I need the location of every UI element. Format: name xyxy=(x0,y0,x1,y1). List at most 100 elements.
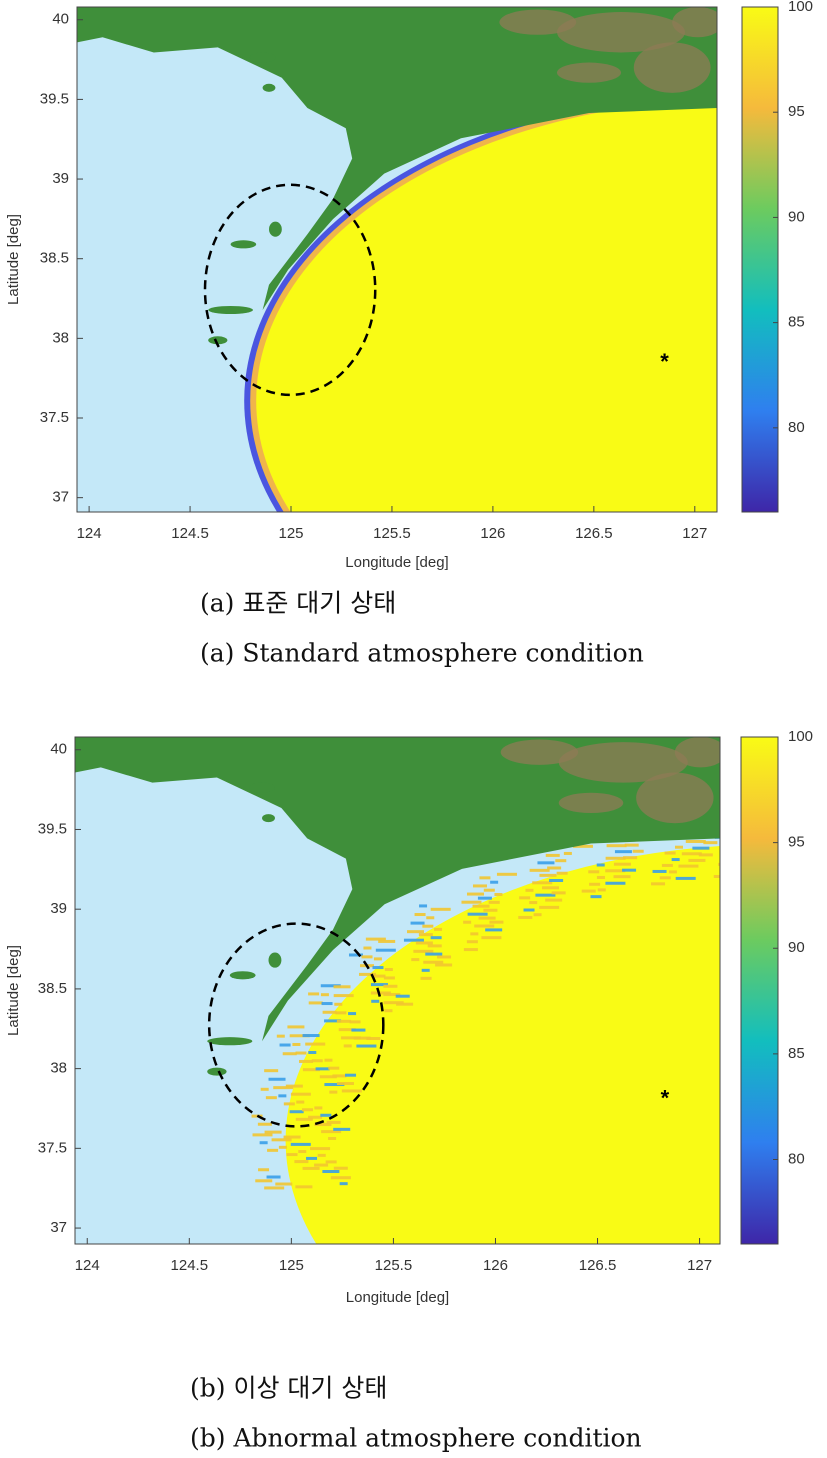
coverage-fragment xyxy=(314,1123,332,1127)
island xyxy=(207,1037,253,1046)
coverage-fragment xyxy=(613,862,631,866)
map-area xyxy=(77,7,717,512)
coverage-fragment xyxy=(796,858,813,861)
coverage-fragment xyxy=(419,904,428,908)
coverage-fragment xyxy=(321,1002,333,1006)
x-tick-label: 127 xyxy=(687,1257,712,1274)
colorbar-tick-label: 100 xyxy=(788,728,813,745)
mountain xyxy=(557,12,685,53)
y-tick-label: 38.5 xyxy=(40,250,69,267)
x-tick-label: 125.5 xyxy=(375,1257,413,1274)
coverage-fragment xyxy=(252,1133,273,1137)
coverage-fragment xyxy=(588,870,600,874)
coverage-fragment xyxy=(320,984,341,988)
coverage-fragment xyxy=(525,888,534,892)
x-tick-label: 126.5 xyxy=(575,525,613,542)
coverage-fragment xyxy=(333,994,354,998)
coverage-fragment xyxy=(678,864,699,868)
mountain xyxy=(499,9,577,35)
coverage-fragment xyxy=(485,928,503,932)
y-tick-label: 38 xyxy=(50,1060,67,1077)
coverage-fragment xyxy=(427,944,442,948)
coverage-fragment xyxy=(324,1083,345,1087)
coverage-fragment xyxy=(265,1096,277,1100)
coverage-fragment xyxy=(290,1142,311,1146)
coverage-fragment xyxy=(783,827,800,830)
mountain xyxy=(672,7,717,38)
coverage-fragment xyxy=(796,823,810,826)
coverage-fragment xyxy=(533,913,542,917)
coverage-fragment xyxy=(815,869,823,872)
coverage-fragment xyxy=(356,1044,377,1048)
x-tick-label: 125.5 xyxy=(373,525,411,542)
coverage-fragment xyxy=(286,1153,298,1157)
x-tick-label: 124 xyxy=(75,1257,100,1274)
coverage-fragment xyxy=(349,1020,361,1024)
coverage-fragment xyxy=(279,1043,291,1047)
y-tick-label: 37.5 xyxy=(40,409,69,426)
colorbar-tick-label: 85 xyxy=(788,314,805,331)
coverage-fragment xyxy=(326,1120,341,1124)
coverage-fragment xyxy=(529,901,538,905)
coverage-fragment xyxy=(343,1044,352,1048)
y-axis-label: Latitude [deg] xyxy=(5,214,22,305)
coverage-fragment xyxy=(434,927,443,931)
mountain xyxy=(558,792,624,814)
coverage-fragment xyxy=(384,1009,393,1013)
coverage-fragment xyxy=(721,824,732,827)
caption-korean: (a) 표준 대기 상태 xyxy=(200,589,396,618)
coverage-fragment xyxy=(470,932,479,936)
coverage-fragment xyxy=(295,1117,313,1121)
coverage-fragment xyxy=(373,957,382,961)
coverage-fragment xyxy=(257,1122,272,1126)
coverage-fragment xyxy=(463,948,478,952)
coverage-fragment xyxy=(296,1100,305,1104)
x-tick-label: 125 xyxy=(279,1257,304,1274)
coverage-fragment xyxy=(423,960,444,964)
coverage-fragment xyxy=(366,1037,381,1041)
coverage-fragment xyxy=(322,1170,340,1174)
coverage-fragment xyxy=(800,865,814,868)
coverage-fragment xyxy=(674,845,683,849)
colorbar-tick-label: 80 xyxy=(788,1150,805,1167)
coverage-fragment xyxy=(383,993,401,997)
y-tick-label: 37 xyxy=(52,489,69,506)
coverage-fragment xyxy=(264,1186,285,1190)
mountain xyxy=(558,742,688,783)
coverage-fragment xyxy=(532,881,553,885)
coverage-fragment xyxy=(324,1019,342,1023)
island xyxy=(262,83,276,92)
coverage-fragment xyxy=(336,1082,354,1086)
coverage-fragment xyxy=(413,949,434,953)
coverage-fragment xyxy=(276,1034,285,1038)
coverage-fragment xyxy=(551,891,566,895)
coverage-fragment xyxy=(375,948,396,952)
y-tick-label: 39.5 xyxy=(38,820,67,837)
coverage-fragment xyxy=(539,905,560,909)
coverage-fragment xyxy=(414,913,426,917)
coverage xyxy=(285,846,720,1244)
coverage-fragment xyxy=(384,968,393,972)
map-area xyxy=(75,737,827,1244)
coverage-fragment xyxy=(322,1010,337,1014)
coverage-fragment xyxy=(596,863,605,867)
coverage-fragment xyxy=(335,1011,347,1015)
y-tick-label: 37.5 xyxy=(38,1139,67,1156)
coverage-fragment xyxy=(821,850,827,853)
coverage-fragment xyxy=(282,1052,297,1056)
coverage-fragment xyxy=(466,940,478,944)
coverage-fragment xyxy=(370,983,388,987)
coverage-fragment xyxy=(371,999,380,1003)
coverage-fragment xyxy=(314,1163,329,1167)
coverage-fragment xyxy=(483,908,498,912)
coverage-fragment xyxy=(809,854,823,857)
x-tick-label: 124.5 xyxy=(171,525,209,542)
coverage-fragment xyxy=(535,893,556,897)
coverage-fragment xyxy=(353,1036,371,1040)
coverage-fragment xyxy=(614,850,632,854)
x-axis-label: Longitude [deg] xyxy=(345,554,448,571)
coverage-fragment xyxy=(496,872,517,876)
coverage-fragment xyxy=(292,1042,301,1046)
coverage-fragment xyxy=(479,876,491,880)
coverage-fragment xyxy=(545,853,560,857)
